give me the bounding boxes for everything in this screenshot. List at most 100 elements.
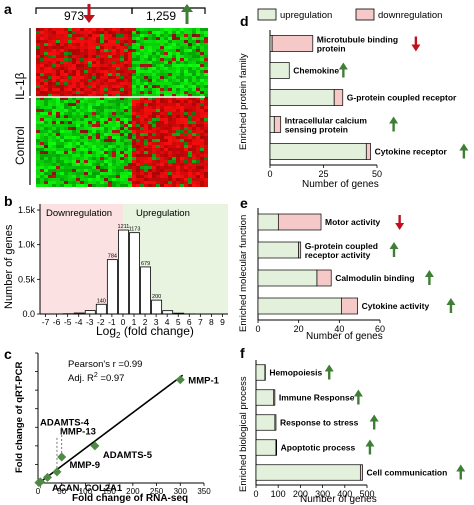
heatmap-cell: [128, 181, 132, 184]
heatmap-cell: [100, 34, 104, 37]
heatmap-cell: [172, 49, 176, 52]
x-tick-label: 2: [143, 317, 148, 327]
heatmap-cell: [124, 139, 128, 142]
heatmap-cell: [52, 130, 56, 133]
heatmap-cell: [96, 145, 100, 148]
heatmap-cell: [80, 79, 84, 82]
heatmap-cell: [76, 28, 80, 31]
heatmap-cell: [148, 184, 152, 187]
heatmap-cell: [168, 52, 172, 55]
heatmap-cell: [76, 97, 80, 100]
heatmap-cell: [40, 109, 44, 112]
heatmap-cell: [200, 82, 204, 85]
heatmap-cell: [148, 55, 152, 58]
heatmap-cell: [120, 88, 124, 91]
heatmap-cell: [120, 28, 124, 31]
heatmap-cell: [44, 34, 48, 37]
heatmap-cell: [148, 76, 152, 79]
heatmap-cell: [188, 70, 192, 73]
heatmap-cell: [120, 55, 124, 58]
row-label-control: Control: [13, 126, 27, 165]
heatmap-cell: [164, 61, 168, 64]
heatmap-cell: [148, 133, 152, 136]
heatmap-cell: [176, 139, 180, 142]
heatmap-cell: [124, 145, 128, 148]
hist-bar: [95, 303, 107, 315]
heatmap-cell: [80, 64, 84, 67]
heatmap-cell: [96, 28, 100, 31]
heatmap-cell: [64, 70, 68, 73]
heatmap-cell: [104, 79, 108, 82]
heatmap-cell: [164, 43, 168, 46]
heatmap-cell: [184, 103, 188, 106]
heatmap-cell: [100, 28, 104, 31]
heatmap-cell: [196, 163, 200, 166]
heatmap-cell: [204, 40, 208, 43]
heatmap-cell: [136, 166, 140, 169]
heatmap-cell: [124, 31, 128, 34]
heatmap-cell: [192, 46, 196, 49]
heatmap-cell: [164, 139, 168, 142]
heatmap-cell: [44, 178, 48, 181]
heatmap-cell: [40, 46, 44, 49]
heatmap-cell: [68, 46, 72, 49]
heatmap-cell: [68, 28, 72, 31]
heatmap-cell: [40, 142, 44, 145]
heatmap-cell: [164, 97, 168, 100]
heatmap-cell: [152, 55, 156, 58]
heatmap-cell: [152, 136, 156, 139]
heatmap-cell: [76, 127, 80, 130]
heatmap-cell: [184, 52, 188, 55]
heatmap-cell: [168, 112, 172, 115]
heatmap-cell: [144, 115, 148, 118]
heatmap-cell: [52, 184, 56, 187]
heatmap-cell: [200, 109, 204, 112]
heatmap-cell: [200, 79, 204, 82]
heatmap-cell: [132, 172, 136, 175]
heatmap-cell: [176, 130, 180, 133]
heatmap-cell: [40, 94, 44, 97]
heatmap-cell: [80, 97, 84, 100]
heatmap-cell: [60, 175, 64, 178]
heatmap-cell: [148, 70, 152, 73]
heatmap-cell: [92, 166, 96, 169]
heatmap-cell: [56, 184, 60, 187]
heatmap-cell: [144, 181, 148, 184]
bar-category-label: Response to stress: [280, 418, 359, 428]
heatmap-cell: [172, 88, 176, 91]
heatmap-cell: [172, 151, 176, 154]
heatmap-cell: [56, 49, 60, 52]
heatmap-cell: [136, 67, 140, 70]
heatmap-cell: [128, 49, 132, 52]
heatmap-cell: [96, 121, 100, 124]
heatmap-cell: [112, 67, 116, 70]
c-x-tick-label: 350: [197, 487, 211, 496]
heatmap-cell: [84, 172, 88, 175]
heatmap-cell: [72, 151, 76, 154]
heatmap-cell: [88, 103, 92, 106]
heatmap-cell: [164, 163, 168, 166]
heatmap-cell: [104, 70, 108, 73]
heatmap-cell: [40, 169, 44, 172]
heatmap-cell: [92, 172, 96, 175]
heatmap-cell: [188, 88, 192, 91]
heatmap-cell: [96, 133, 100, 136]
heatmap-cell: [120, 157, 124, 160]
heatmap-cell: [120, 184, 124, 187]
heatmap-cell: [84, 82, 88, 85]
heatmap-cell: [108, 31, 112, 34]
heatmap-cell: [132, 163, 136, 166]
heatmap-cell: [76, 178, 80, 181]
heatmap-cell: [188, 49, 192, 52]
heatmap-cell: [112, 31, 116, 34]
heatmap-cell: [132, 31, 136, 34]
heatmap-cell: [140, 76, 144, 79]
heatmap-cell: [52, 88, 56, 91]
heatmap-cell: [200, 76, 204, 79]
heatmap-cell: [44, 139, 48, 142]
heatmap-cell: [120, 133, 124, 136]
heatmap-cell: [128, 31, 132, 34]
heatmap-cell: [84, 43, 88, 46]
heatmap-cell: [36, 169, 40, 172]
heatmap-cell: [180, 58, 184, 61]
